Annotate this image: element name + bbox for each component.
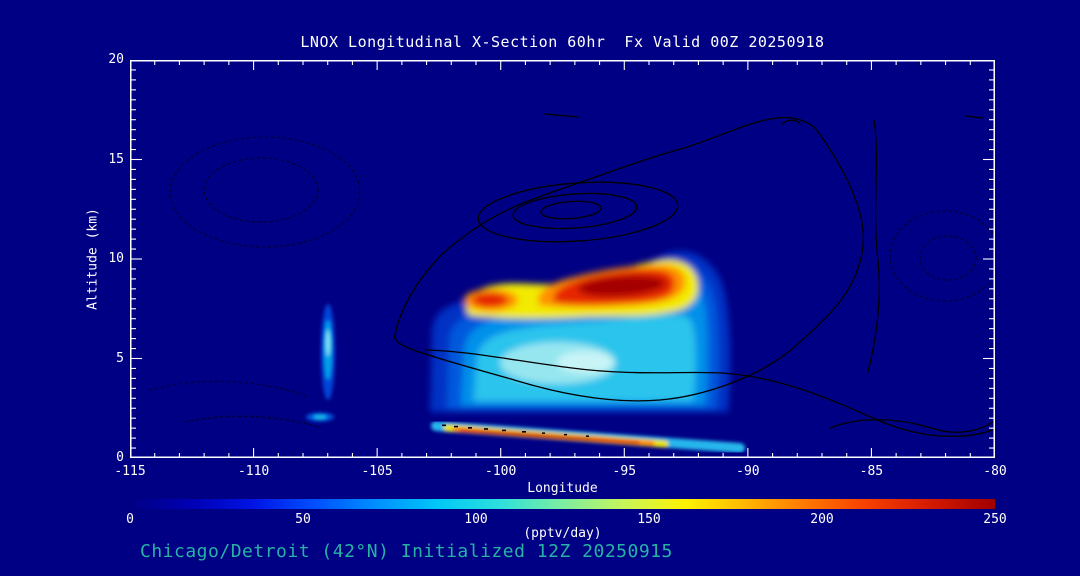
y-tick-label: 0: [116, 450, 124, 465]
init-caption: Chicago/Detroit (42°N) Initialized 12Z 2…: [140, 541, 673, 562]
overlay-contours: [149, 113, 995, 438]
dashed-contours: [149, 136, 995, 429]
x-tick-label: -95: [612, 464, 637, 479]
plot-frame: [130, 60, 995, 458]
colorbar-tick-label: 50: [295, 512, 311, 527]
colorbar-tick-label: 150: [637, 512, 661, 527]
colorbar-tick-label: 0: [126, 512, 134, 527]
colorbar-gradient: [130, 499, 995, 509]
y-tick-label: 5: [116, 350, 124, 366]
xsection-plot: [130, 60, 995, 458]
colorbar-tick-label: 250: [983, 512, 1007, 527]
x-tick-label: -85: [859, 464, 884, 479]
x-tick-label: -115: [114, 464, 146, 479]
x-tick-label: -105: [361, 464, 393, 479]
x-axis-label: Longitude: [527, 481, 598, 496]
colorbar-tick-label: 100: [464, 512, 488, 527]
x-tick-label: -110: [237, 464, 270, 479]
y-tick-label: 15: [108, 151, 124, 167]
weak-column: [306, 304, 335, 422]
x-tick-label: -100: [485, 464, 517, 479]
colorbar-tick-label: 200: [810, 512, 834, 527]
colorbar-units: (pptv/day): [523, 526, 602, 541]
y-tick-label: 10: [108, 251, 124, 266]
colorbar: [130, 499, 995, 509]
surface-band: [431, 421, 745, 453]
x-tick-label: -80: [983, 464, 1007, 479]
y-tick-label: 20: [108, 52, 124, 67]
x-tick-label: -90: [736, 464, 760, 479]
surface-band-specks: [442, 424, 589, 437]
chart-title: LNOX Longitudinal X-Section 60hr Fx Vali…: [300, 33, 825, 51]
lnox-filled-contours: [430, 251, 731, 412]
plot-area: [130, 60, 995, 458]
